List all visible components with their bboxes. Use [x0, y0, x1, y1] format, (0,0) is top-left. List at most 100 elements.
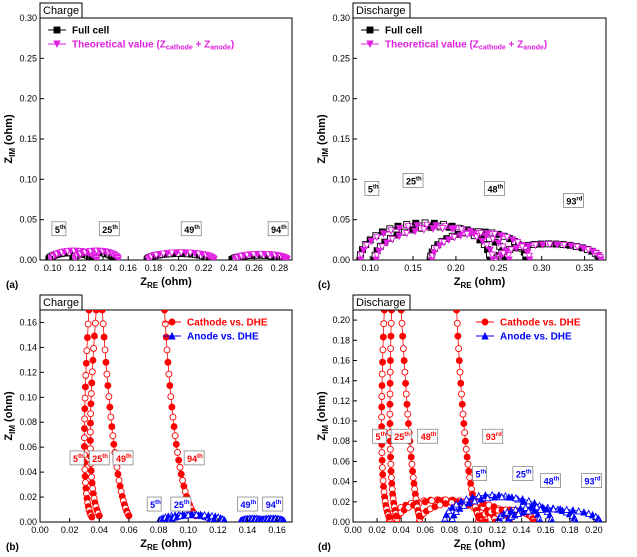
data-point — [486, 246, 494, 255]
data-point — [168, 403, 176, 411]
cycle-annotation: 25th — [406, 176, 422, 186]
y-tick-label: 0.15 — [19, 134, 37, 144]
data-point — [509, 236, 517, 244]
data-point — [461, 437, 469, 445]
y-tick-label: 0.00 — [332, 517, 350, 527]
legend-marker — [168, 318, 176, 326]
annotation-box — [402, 173, 424, 188]
data-point — [537, 517, 542, 522]
y-axis-label-unit: (ohm) — [316, 391, 328, 425]
panel-c: 0.10 0.15 0.20 0.25 0.30 0.35 0.00 0.05 0.10 0.15… — [316, 2, 607, 291]
data-point — [81, 394, 89, 402]
legend-marker — [366, 40, 374, 49]
data-point — [378, 393, 386, 400]
x-tick-label: 0.14 — [513, 525, 531, 535]
data-point — [402, 390, 410, 398]
x-axis-label-unit: (ohm) — [472, 538, 506, 550]
data-point — [379, 333, 387, 341]
data-point — [81, 472, 89, 480]
data-point — [168, 249, 176, 258]
y-tick-label: 0.10 — [332, 416, 350, 426]
annotation-sup: th — [155, 500, 161, 506]
data-point — [103, 370, 111, 378]
data-point — [283, 256, 291, 260]
cycle-annotation: 48th — [544, 477, 560, 487]
cycle-annotation: 49th — [184, 225, 200, 235]
annotation-base: 49 — [184, 225, 194, 235]
data-point — [457, 497, 465, 505]
x-tick-label: 0.10 — [361, 263, 379, 273]
x-tick-label: 0.24 — [220, 263, 238, 273]
annotation-base: 5 — [73, 454, 78, 464]
data-point — [499, 250, 508, 258]
y-tick-label: 0.04 — [19, 467, 37, 477]
y-tick-label: 0.16 — [332, 355, 350, 365]
data-point — [455, 357, 463, 365]
cycle-annotation: 5th — [55, 225, 66, 235]
data-point — [580, 508, 588, 516]
data-point — [163, 346, 171, 354]
cycle-annotation: 48th — [421, 432, 437, 442]
data-point — [92, 256, 101, 260]
data-point — [378, 403, 386, 411]
x-tick-label: 0.04 — [392, 525, 410, 535]
x-axis-label-sub: RE — [147, 281, 159, 290]
data-point — [388, 310, 396, 314]
data-point — [470, 230, 478, 238]
legend-text: + Z — [193, 40, 211, 51]
data-point — [386, 420, 394, 428]
data-point — [398, 319, 406, 327]
data-point — [113, 463, 121, 471]
annotation-base: 93 — [486, 432, 496, 442]
data-point — [88, 479, 96, 487]
y-tick-label: 0.20 — [332, 94, 350, 104]
annotation-box — [390, 428, 412, 444]
data-point — [456, 368, 464, 376]
x-tick-label: 0.15 — [404, 263, 422, 273]
y-tick-label: 0.18 — [332, 335, 350, 345]
x-tick-label: 0.16 — [537, 525, 555, 535]
data-point — [597, 256, 605, 260]
data-point — [395, 224, 404, 233]
x-tick-label: 0.14 — [94, 263, 112, 273]
y-tick-label: 0.00 — [19, 517, 37, 527]
legend-label: Cathode vs. DHE — [187, 318, 268, 329]
data-layer — [80, 310, 287, 522]
data-point — [379, 358, 387, 366]
y-axis-label-sub: IM — [8, 148, 17, 157]
data-point — [378, 243, 386, 251]
legend-label: Theoretical value (Zcathode + Zanode) — [72, 40, 234, 52]
legend-text: Full cell — [385, 26, 422, 37]
y-axis-label-unit: (ohm) — [3, 391, 15, 425]
data-point — [399, 332, 407, 340]
legend-label: Theoretical value (Zcathode + Zanode) — [385, 40, 547, 52]
data-point — [459, 410, 467, 418]
data-point — [411, 227, 419, 236]
data-point — [90, 344, 98, 352]
y-axis-label: ZIM (ohm) — [316, 114, 330, 164]
data-point — [386, 390, 394, 398]
x-tick-label: 0.35 — [576, 263, 594, 273]
data-point — [445, 236, 453, 244]
legend-text: ) — [231, 40, 234, 51]
legend-sub: cathode — [479, 45, 506, 52]
legend-text: + Z — [506, 40, 524, 51]
annotation-base: 25 — [102, 225, 112, 235]
data-point — [523, 249, 532, 257]
data-point — [524, 506, 533, 515]
data-point — [560, 241, 568, 250]
data-point — [125, 512, 133, 520]
data-point — [162, 333, 170, 341]
cycle-annotation: 25th — [102, 225, 118, 235]
legend-label: Anode vs. DHE — [500, 332, 572, 343]
data-point — [380, 310, 388, 314]
y-tick-label: 0.12 — [19, 367, 37, 377]
data-point — [386, 379, 394, 387]
legend-marker — [481, 318, 489, 326]
annotation-box — [88, 450, 110, 466]
data-point — [436, 501, 444, 509]
y-tick-label: 0.08 — [332, 436, 350, 446]
data-point — [88, 473, 96, 481]
panel-a: 0.10 0.12 0.14 0.16 0.18 0.20 0.22 0.24 0.26 0.28… — [3, 2, 293, 291]
data-point — [407, 445, 414, 453]
